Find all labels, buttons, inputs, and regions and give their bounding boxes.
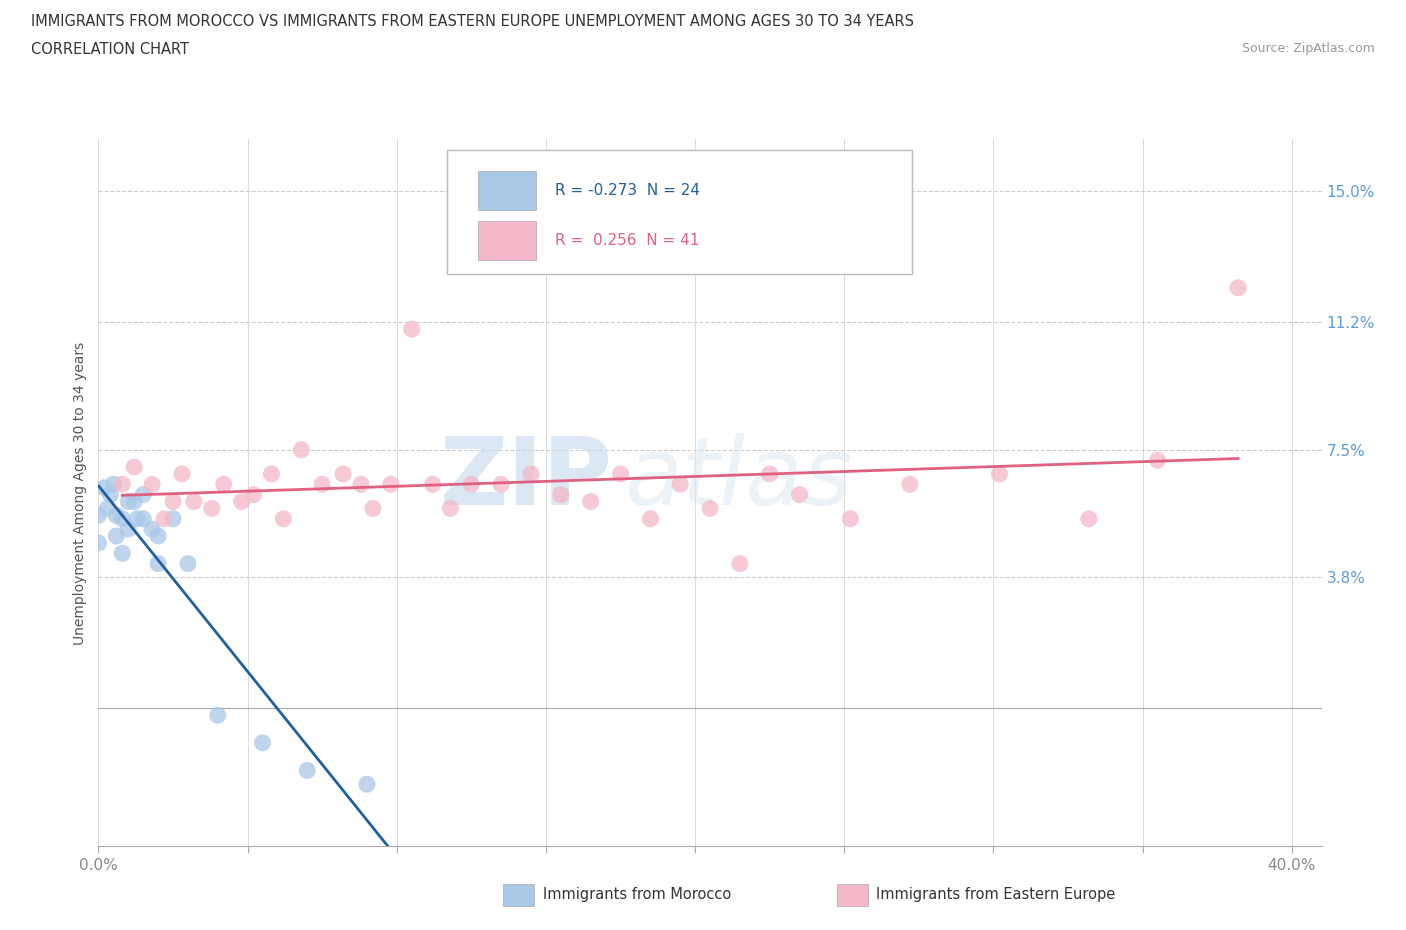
Point bbox=[1146, 453, 1168, 468]
Point bbox=[98, 487, 121, 502]
Point bbox=[212, 477, 235, 492]
Text: atlas: atlas bbox=[624, 433, 852, 525]
Point bbox=[380, 477, 402, 492]
Point bbox=[96, 501, 118, 516]
Point bbox=[350, 477, 373, 492]
Point bbox=[242, 487, 264, 502]
Point bbox=[141, 522, 163, 537]
Point bbox=[898, 477, 921, 492]
Point bbox=[132, 487, 155, 502]
Point bbox=[207, 708, 229, 723]
Point bbox=[356, 777, 378, 791]
Point bbox=[311, 477, 333, 492]
Bar bbox=[478, 220, 536, 259]
Point bbox=[162, 512, 184, 526]
Point bbox=[489, 477, 512, 492]
Point bbox=[728, 556, 751, 571]
Point bbox=[839, 512, 862, 526]
Point bbox=[170, 467, 193, 482]
Point bbox=[177, 556, 200, 571]
Point bbox=[87, 536, 110, 551]
Point bbox=[87, 508, 110, 523]
Point bbox=[122, 459, 145, 474]
Point bbox=[93, 480, 115, 495]
Point bbox=[183, 494, 205, 509]
Text: ZIP: ZIP bbox=[439, 432, 612, 525]
Point bbox=[579, 494, 602, 509]
Point bbox=[127, 512, 149, 526]
Point bbox=[988, 467, 1011, 482]
Point bbox=[422, 477, 444, 492]
Text: Source: ZipAtlas.com: Source: ZipAtlas.com bbox=[1241, 42, 1375, 55]
Point bbox=[401, 322, 423, 337]
Point bbox=[460, 477, 482, 492]
Point bbox=[111, 477, 134, 492]
Point bbox=[146, 528, 169, 543]
Point bbox=[103, 477, 125, 492]
Point bbox=[297, 763, 319, 777]
Text: CORRELATION CHART: CORRELATION CHART bbox=[31, 42, 188, 57]
Point bbox=[201, 501, 224, 516]
Point bbox=[252, 736, 274, 751]
Point bbox=[117, 494, 139, 509]
Point bbox=[260, 467, 283, 482]
Point bbox=[1077, 512, 1099, 526]
Point bbox=[789, 487, 811, 502]
Bar bbox=[478, 171, 536, 210]
Text: IMMIGRANTS FROM MOROCCO VS IMMIGRANTS FROM EASTERN EUROPE UNEMPLOYMENT AMONG AGE: IMMIGRANTS FROM MOROCCO VS IMMIGRANTS FR… bbox=[31, 14, 914, 29]
Point bbox=[439, 501, 461, 516]
Point bbox=[640, 512, 662, 526]
Point bbox=[111, 546, 134, 561]
Point bbox=[332, 467, 354, 482]
Point bbox=[111, 512, 134, 526]
Point bbox=[290, 443, 312, 458]
Text: R =  0.256  N = 41: R = 0.256 N = 41 bbox=[555, 232, 699, 247]
Point bbox=[141, 477, 163, 492]
Point bbox=[1227, 280, 1250, 295]
Point bbox=[550, 487, 572, 502]
Point bbox=[231, 494, 253, 509]
Point bbox=[122, 494, 145, 509]
Point bbox=[361, 501, 384, 516]
Text: Immigrants from Eastern Europe: Immigrants from Eastern Europe bbox=[876, 887, 1115, 902]
Point bbox=[669, 477, 692, 492]
Point bbox=[105, 528, 128, 543]
Point bbox=[609, 467, 631, 482]
FancyBboxPatch shape bbox=[447, 150, 912, 273]
Point bbox=[153, 512, 176, 526]
Point bbox=[273, 512, 295, 526]
Point bbox=[132, 512, 155, 526]
Text: Immigrants from Morocco: Immigrants from Morocco bbox=[543, 887, 731, 902]
Y-axis label: Unemployment Among Ages 30 to 34 years: Unemployment Among Ages 30 to 34 years bbox=[73, 341, 87, 644]
Point bbox=[117, 522, 139, 537]
Text: R = -0.273  N = 24: R = -0.273 N = 24 bbox=[555, 183, 700, 198]
Point bbox=[162, 494, 184, 509]
Point bbox=[105, 508, 128, 523]
Point bbox=[520, 467, 543, 482]
Point bbox=[146, 556, 169, 571]
Point bbox=[758, 467, 780, 482]
Point bbox=[699, 501, 721, 516]
